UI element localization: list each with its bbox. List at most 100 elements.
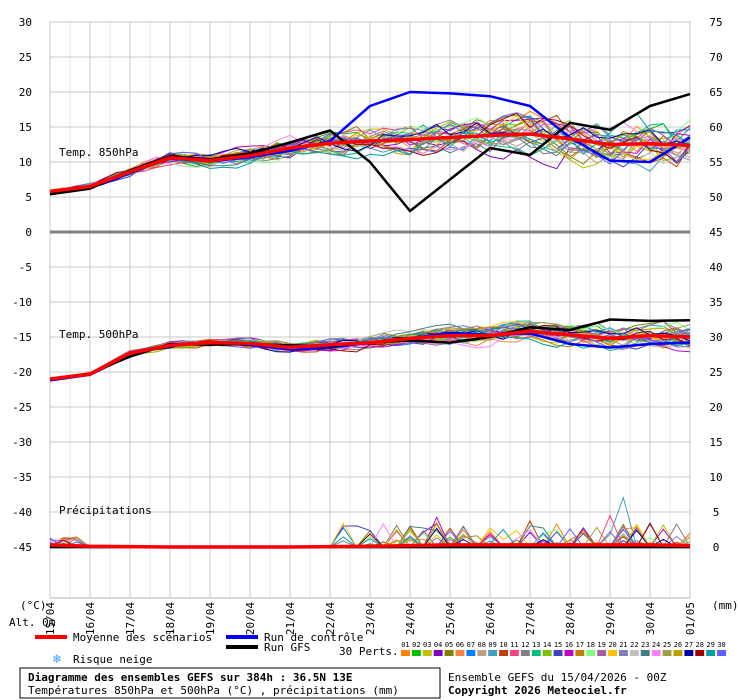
perturbation-swatch (444, 650, 454, 656)
perturbation-line (49, 122, 691, 192)
left-axis-ticks: 30 25 20 15 10 5 0 -5 -10 -15 -20 -25 -30 -35 -40 -45 (12, 16, 32, 554)
moyenne-des-sc-narios-t500-line (49, 329, 691, 381)
perturbation-swatch (608, 650, 617, 656)
right-tick-label: 55 (709, 156, 722, 169)
perturbation-id: 03 (423, 641, 431, 649)
left-tick-label: -15 (12, 331, 32, 344)
perturbation-id: 14 (543, 641, 551, 649)
x-axis-ticks: 15/04 16/04 17/04 18/04 19/04 20/04 21/04 22/04… (44, 602, 697, 635)
legend-snow-label: Risque neige (73, 653, 152, 666)
perturbation-id: 25 (663, 641, 671, 649)
x-tick-label: 18/04 (164, 602, 177, 635)
x-tick-label: 30/04 (644, 602, 657, 635)
right-tick-label: 0 (713, 541, 720, 554)
perturbation-id: 20 (608, 641, 616, 649)
snowflake-icon: ❄ (52, 652, 61, 667)
perturbation-id: 27 (685, 641, 693, 649)
left-tick-label: -35 (12, 471, 32, 484)
right-tick-label: 70 (709, 51, 722, 64)
perturbation-swatch (640, 650, 650, 656)
legend-gfs-label: Run GFS (264, 641, 310, 654)
perturbation-swatch (673, 650, 683, 656)
label-t500: Temp. 500hPa (59, 328, 138, 341)
footer-subtitle: Températures 850hPa et 500hPa (°C) , pré… (28, 684, 399, 697)
x-tick-label: 25/04 (444, 602, 457, 635)
perturbation-id: 16 (565, 641, 573, 649)
left-tick-label: -20 (12, 366, 32, 379)
x-tick-label: 20/04 (244, 602, 257, 635)
altitude-label: Alt. 0m (9, 616, 56, 629)
main-lines (49, 90, 691, 549)
perturbation-line (49, 112, 691, 191)
perturbation-id: 24 (652, 641, 660, 649)
perturbation-swatch (564, 650, 574, 656)
perturbation-swatch (411, 650, 421, 656)
perturbation-swatch (586, 650, 596, 656)
perturbation-swatch (422, 650, 432, 656)
perturbation-id: 07 (467, 641, 475, 649)
perturbation-swatch (531, 650, 541, 656)
left-tick-label: -45 (12, 541, 32, 554)
perturbation-id: 13 (532, 641, 540, 649)
left-tick-label: 0 (25, 226, 32, 239)
perturbation-id: 11 (510, 641, 518, 649)
left-tick-label: 5 (25, 191, 32, 204)
perturbation-id: 26 (674, 641, 682, 649)
label-t850: Temp. 850hPa (59, 146, 138, 159)
perturbation-swatch (597, 650, 607, 656)
perturbation-swatch (488, 650, 498, 656)
perturbation-swatch (466, 650, 476, 656)
x-tick-label: 17/04 (124, 602, 137, 635)
right-tick-label: 25 (709, 366, 722, 379)
perturbation-swatch (510, 650, 519, 656)
perturbations-count: 30 Perts. (339, 645, 399, 658)
x-tick-label: 26/04 (484, 602, 497, 635)
x-tick-label: 21/04 (284, 602, 297, 635)
perturbation-id: 22 (630, 641, 638, 649)
perturbation-swatch (553, 650, 563, 656)
x-tick-label: 19/04 (204, 602, 217, 635)
perturbation-swatch (477, 650, 487, 656)
left-tick-label: -40 (12, 506, 32, 519)
right-tick-label: 40 (709, 261, 722, 274)
left-unit-label: (°C) (20, 599, 47, 612)
x-tick-label: 27/04 (524, 602, 537, 635)
perturbation-swatch (717, 650, 726, 656)
perturbation-swatch (499, 650, 508, 656)
x-tick-label: 24/04 (404, 602, 417, 635)
perturbation-id: 01 (401, 641, 409, 649)
x-tick-label: 29/04 (604, 602, 617, 635)
perturbation-id: 02 (412, 641, 420, 649)
perturbation-id: 10 (499, 641, 507, 649)
right-tick-label: 75 (709, 16, 722, 29)
left-tick-label: 10 (19, 156, 32, 169)
legend: Moyenne des scénarios Run de contrôle Ru… (35, 631, 726, 667)
footer-box (19, 667, 441, 699)
perturbation-swatch (662, 650, 672, 656)
perturbation-id: 29 (706, 641, 714, 649)
footer-copyright: Copyright 2026 Meteociel.fr (448, 684, 627, 697)
perturbation-swatch (619, 650, 628, 656)
legend-control-label: Run de contrôle (264, 631, 363, 644)
right-tick-label: 60 (709, 121, 722, 134)
perturbation-swatch (455, 650, 465, 656)
moyenne-des-sc-narios-t850-line (49, 132, 691, 194)
right-tick-label: 35 (709, 296, 722, 309)
perturbation-swatch (651, 650, 661, 656)
footer-title: Diagramme des ensembles GEFS sur 384h : … (28, 671, 353, 684)
x-tick-label: 15/04 (44, 602, 57, 635)
right-tick-label: 45 (709, 226, 722, 239)
perturbation-legend: 01 02 03 04 05 06 07 08 09 10 11 12 13 14 15 16 17 18 19 20… (401, 641, 726, 656)
right-tick-label: 20 (709, 401, 722, 414)
right-tick-label: 65 (709, 86, 722, 99)
perturbation-swatch (575, 650, 585, 656)
right-tick-label: 30 (709, 331, 722, 344)
right-tick-label: 50 (709, 191, 722, 204)
left-tick-label: -30 (12, 436, 32, 449)
perturbation-id: 28 (696, 641, 704, 649)
x-tick-label: 01/05 (684, 602, 697, 635)
legend-mean-label: Moyenne des scénarios (73, 631, 212, 644)
x-tick-label: 16/04 (84, 602, 97, 635)
left-tick-label: 25 (19, 51, 32, 64)
